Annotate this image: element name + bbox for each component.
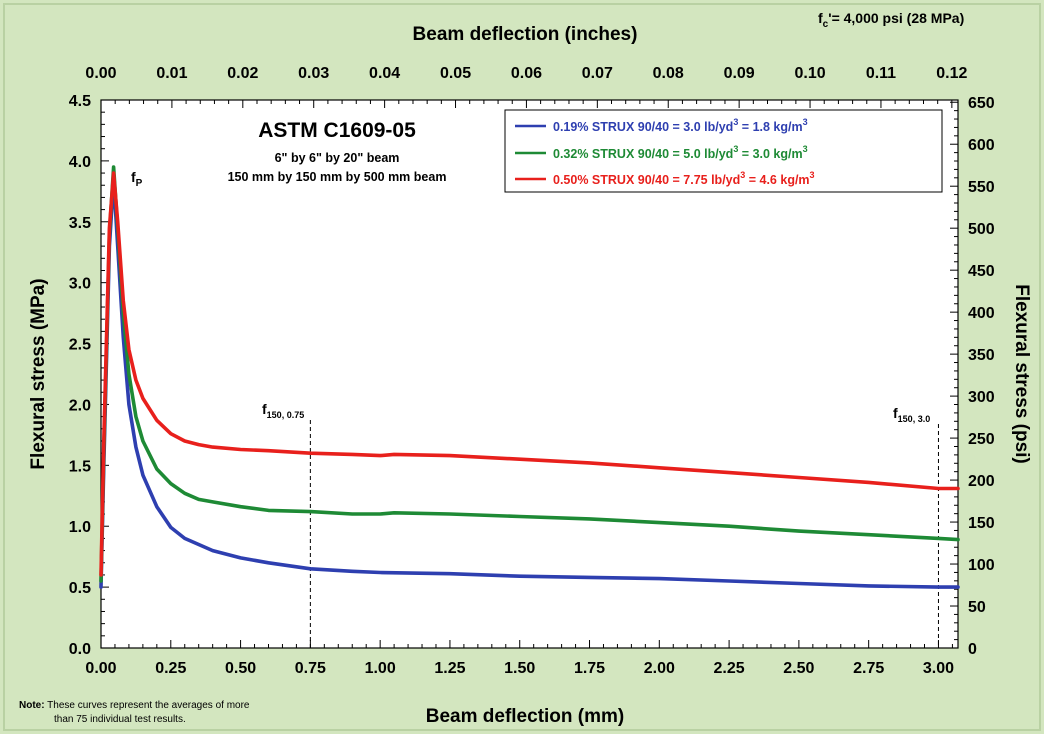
x-bottom-tick-label: 1.50 <box>504 660 535 677</box>
x-top-tick-label: 0.03 <box>298 65 329 82</box>
legend-entry-0.50: 0.50% STRUX 90/40 = 7.75 lb/yd3 = 4.6 kg… <box>553 170 815 187</box>
y-left-axis-title: Flexural stress (MPa) <box>28 278 49 469</box>
chart-title: ASTM C1609-05 <box>258 119 416 142</box>
figure-border <box>3 3 1041 731</box>
y-right-tick-label: 150 <box>968 515 995 532</box>
concrete-strength-label: fc'= 4,000 psi (28 MPa) <box>818 10 964 30</box>
y-left-tick-label: 4.0 <box>69 154 91 171</box>
x-top-tick-label: 0.10 <box>794 65 825 82</box>
y-right-tick-label: 250 <box>968 431 995 448</box>
y-right-tick-label: 0 <box>968 641 977 658</box>
x-bottom-axis-title: Beam deflection (mm) <box>426 706 624 727</box>
annotation-f150-075: f150, 0.75 <box>262 401 304 420</box>
y-left-tick-label: 0.5 <box>69 580 91 597</box>
x-top-tick-label: 0.07 <box>582 65 613 82</box>
y-right-tick-label: 400 <box>968 305 995 322</box>
x-bottom-tick-label: 2.00 <box>644 660 675 677</box>
x-top-axis-title: Beam deflection (inches) <box>413 24 638 45</box>
y-right-axis-title: Flexural stress (psi) <box>1011 284 1032 464</box>
x-top-tick-label: 0.05 <box>440 65 471 82</box>
legend: 0.19% STRUX 90/40 = 3.0 lb/yd3 = 1.8 kg/… <box>504 109 943 193</box>
x-bottom-tick-label: 2.50 <box>783 660 814 677</box>
legend-entry-0.19: 0.19% STRUX 90/40 = 3.0 lb/yd3 = 1.8 kg/… <box>553 117 808 134</box>
x-bottom-tick-label: 0.25 <box>155 660 186 677</box>
y-left-tick-label: 4.5 <box>69 93 91 110</box>
x-top-tick-label: 0.04 <box>369 65 400 82</box>
x-top-tick-label: 0.08 <box>653 65 684 82</box>
legend-box <box>504 109 943 193</box>
y-right-tick-label: 600 <box>968 137 995 154</box>
annotation-lines <box>309 420 939 648</box>
x-bottom-tick-label: 1.75 <box>574 660 605 677</box>
chart-subtitle-line-1: 6" by 6" by 20" beam <box>275 151 400 165</box>
y-left-tick-label: 2.0 <box>69 397 91 414</box>
y-right-tick-label: 450 <box>968 263 995 280</box>
x-top-tick-label: 0.11 <box>866 65 896 82</box>
note-line-2: than 75 individual test results. <box>54 714 186 725</box>
x-bottom-tick-label: 0.75 <box>295 660 326 677</box>
x-bottom-tick-label: 2.25 <box>714 660 745 677</box>
x-top-tick-label: 0.12 <box>936 65 967 82</box>
x-bottom-tick-label: 0.00 <box>85 660 116 677</box>
y-right-tick-label: 200 <box>968 473 995 490</box>
y-left-tick-label: 3.5 <box>69 215 91 232</box>
annotation-fp: fP <box>131 169 143 189</box>
x-top-tick-label: 0.00 <box>85 65 116 82</box>
y-right-tick-label: 650 <box>968 95 995 112</box>
y-left-tick-label: 1.5 <box>69 458 91 475</box>
y-right-tick-label: 550 <box>968 179 995 196</box>
x-bottom-tick-label: 3.00 <box>923 660 954 677</box>
y-right-tick-label: 350 <box>968 347 995 364</box>
y-right-tick-label: 300 <box>968 389 995 406</box>
x-top-tick-label: 0.09 <box>724 65 755 82</box>
x-top-tick-label: 0.06 <box>511 65 542 82</box>
y-left-tick-label: 3.0 <box>69 276 91 293</box>
y-left-tick-label: 2.5 <box>69 337 91 354</box>
axis-tick-labels: 0.00 0.25 0.50 0.75 1.00 1.25 1.50 1.75 2.00 2.25… <box>69 65 995 677</box>
legend-entry-0.32: 0.32% STRUX 90/40 = 5.0 lb/yd3 = 3.0 kg/… <box>553 144 808 161</box>
x-bottom-tick-label: 1.25 <box>434 660 465 677</box>
x-top-tick-label: 0.01 <box>156 65 187 82</box>
note-line-1: Note: These curves represent the average… <box>19 700 250 711</box>
annotation-f150-30: f150, 3.0 <box>893 405 930 424</box>
x-bottom-tick-label: 1.00 <box>365 660 396 677</box>
y-left-tick-label: 0.0 <box>69 641 91 658</box>
x-bottom-tick-label: 2.75 <box>853 660 884 677</box>
series-line-2 <box>99 171 960 577</box>
x-top-tick-label: 0.02 <box>227 65 258 82</box>
y-right-tick-label: 500 <box>968 221 995 238</box>
y-left-tick-label: 1.0 <box>69 519 91 536</box>
chart-subtitle-line-2: 150 mm by 150 mm by 500 mm beam <box>228 170 447 184</box>
y-right-tick-label: 50 <box>968 599 986 616</box>
data-series <box>99 165 960 589</box>
x-bottom-tick-label: 0.50 <box>225 660 256 677</box>
y-right-tick-label: 100 <box>968 557 995 574</box>
